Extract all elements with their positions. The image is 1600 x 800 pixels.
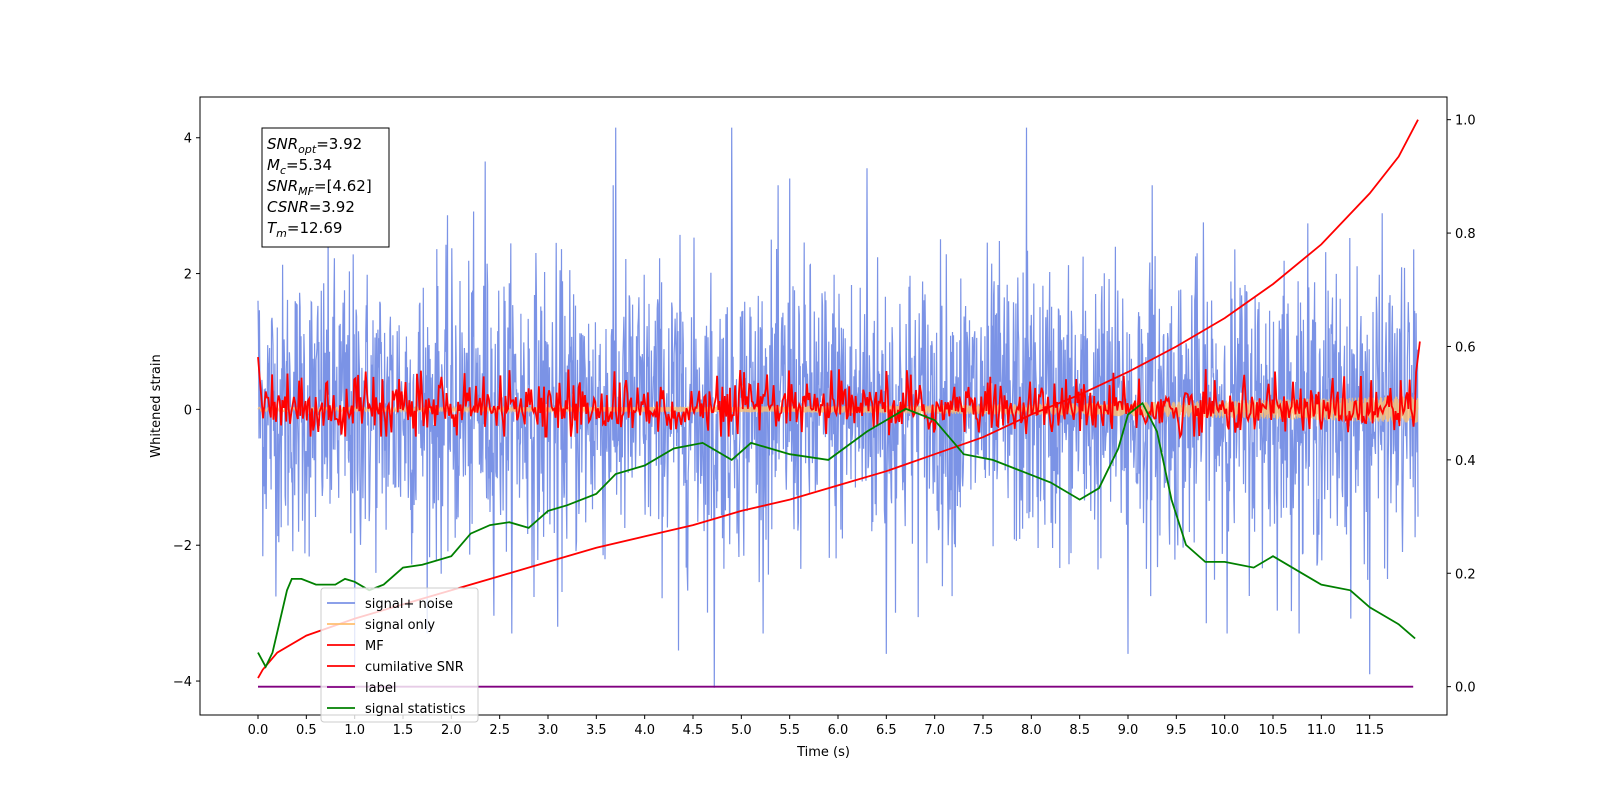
y-tick-label: −4 — [173, 675, 192, 690]
x-tick-label: 1.5 — [393, 723, 414, 738]
x-tick-label: 7.5 — [973, 723, 994, 738]
x-tick-label: 4.0 — [634, 723, 655, 738]
y-tick-label: 0 — [184, 403, 192, 418]
y2-tick-label: 0.0 — [1455, 681, 1476, 696]
annotation-line: Tm=12.69 — [267, 219, 342, 240]
x-tick-label: 11.0 — [1307, 723, 1336, 738]
x-tick-label: 1.0 — [344, 723, 365, 738]
x-tick-label: 9.0 — [1118, 723, 1139, 738]
x-tick-label: 10.5 — [1259, 723, 1288, 738]
annotation-value: =5.34 — [286, 156, 332, 174]
y2-tick-label: 0.6 — [1455, 340, 1476, 355]
annotation-value: =3.92 — [309, 198, 355, 216]
x-tick-label: 4.5 — [683, 723, 704, 738]
x-tick-label: 2.0 — [441, 723, 462, 738]
x-tick-label: 2.5 — [489, 723, 510, 738]
series-mf — [257, 341, 1421, 440]
y2-tick-label: 0.2 — [1455, 567, 1476, 582]
x-tick-label: 8.5 — [1069, 723, 1090, 738]
annotation-subscript: c — [280, 164, 286, 177]
x-tick-label: 3.5 — [586, 723, 607, 738]
x-tick-label: 8.0 — [1021, 723, 1042, 738]
legend-label: label — [365, 681, 396, 696]
annotation-value: =[4.62] — [314, 177, 372, 195]
x-tick-label: 0.0 — [248, 723, 269, 738]
x-tick-label: 6.5 — [876, 723, 897, 738]
annotation-line: CSNR=3.92 — [267, 198, 355, 216]
y2-tick-label: 0.4 — [1455, 454, 1476, 469]
line-signal-statistics — [257, 401, 1416, 669]
y-tick-label: 4 — [184, 132, 192, 147]
y-axis-right: 1.0 0.8 0.6 0.4 0.2 0.0 — [1447, 114, 1476, 696]
legend-label: signal only — [365, 618, 435, 633]
annotation-line: Mc=5.34 — [267, 156, 332, 177]
x-tick-label: 11.5 — [1355, 723, 1384, 738]
x-axis-label: Time (s) — [796, 745, 850, 760]
annotation-subscript: opt — [298, 143, 317, 156]
x-tick-label: 3.0 — [538, 723, 559, 738]
y2-tick-label: 1.0 — [1455, 114, 1476, 129]
annotation-symbol: SNR — [267, 177, 298, 195]
y-axis-left: 4 2 0 −2 −4 — [173, 132, 200, 690]
y-tick-label: −2 — [173, 539, 192, 554]
legend-label: signal+ noise — [365, 597, 453, 612]
x-tick-label: 0.5 — [296, 723, 317, 738]
annotation-symbol: CSNR — [267, 198, 309, 216]
line-mf — [257, 341, 1421, 440]
annotation-value: =12.69 — [287, 219, 343, 237]
annotation-box: SNRopt=3.92Mc=5.34SNRMF=[4.62]CSNR=3.92T… — [261, 127, 390, 248]
x-tick-label: 7.0 — [924, 723, 945, 738]
x-tick-label: 9.5 — [1166, 723, 1187, 738]
x-tick-label: 6.0 — [828, 723, 849, 738]
annotation-line: SNRMF=[4.62] — [267, 177, 372, 198]
annotation-line: SNRopt=3.92 — [267, 135, 362, 156]
legend-label: cumilative SNR — [365, 660, 464, 675]
y2-tick-label: 0.8 — [1455, 227, 1476, 242]
y-tick-label: 2 — [184, 268, 192, 283]
legend-label: MF — [365, 639, 384, 654]
legend: signal+ noise signal only MF cumilative SNR… — [320, 587, 479, 723]
annotation-symbol: M — [267, 156, 280, 174]
legend-label: signal statistics — [365, 702, 466, 717]
plot-frame — [199, 96, 1448, 716]
x-tick-label: 5.5 — [779, 723, 800, 738]
annotation-value: =3.92 — [316, 135, 362, 153]
x-tick-label: 10.0 — [1210, 723, 1239, 738]
x-tick-label: 5.0 — [731, 723, 752, 738]
y-axis-label: Whitened strain — [149, 354, 164, 457]
annotation-symbol: SNR — [267, 135, 298, 153]
annotation-subscript: MF — [298, 185, 314, 198]
annotation-subscript: m — [276, 227, 287, 240]
annotation-symbol: T — [267, 219, 278, 237]
annotation-frame — [261, 127, 390, 248]
legend-frame — [320, 587, 479, 723]
x-axis: 0.0 0.5 1.0 1.5 2.0 2.5 3.0 3.5 4.0 4.5 5.0 5.5 6.0 6… — [248, 715, 1384, 738]
